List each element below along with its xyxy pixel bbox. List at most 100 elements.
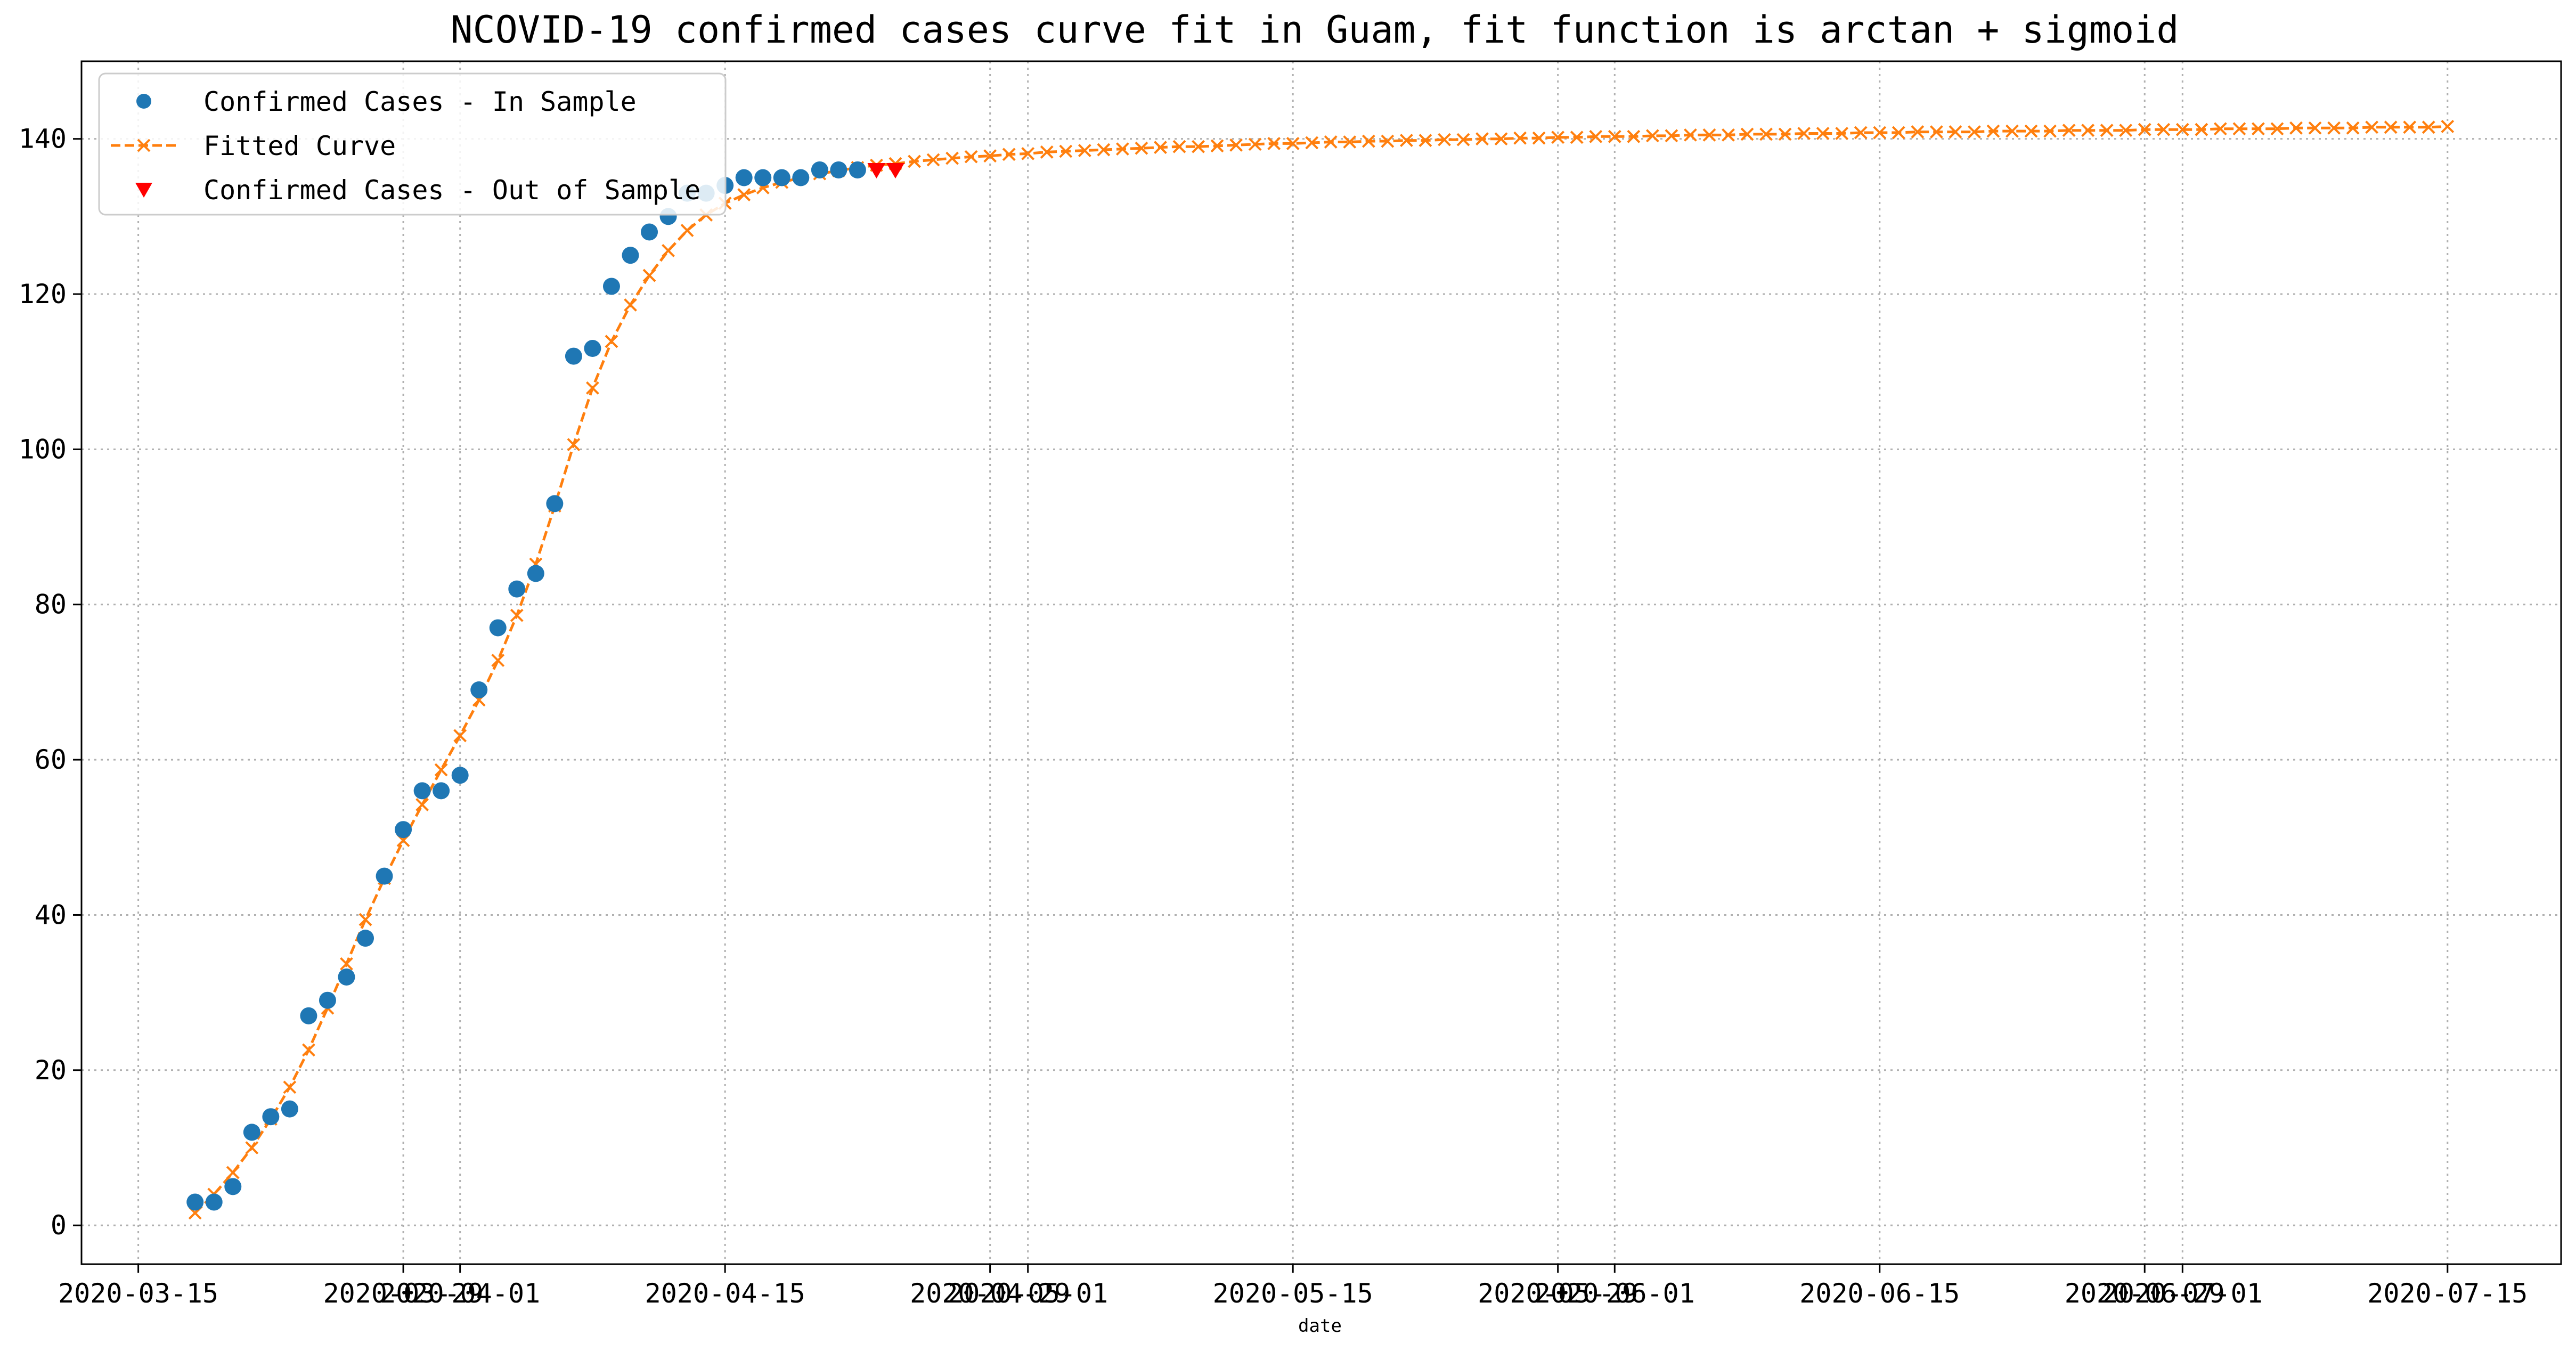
in-sample-point [792, 169, 810, 186]
fitted-curve-marker [2062, 124, 2076, 137]
legend-marker-in-sample [136, 94, 151, 109]
fitted-curve-marker [2081, 124, 2095, 137]
fitted-curve-marker [2327, 121, 2341, 135]
fitted-curve-marker [1778, 127, 1792, 141]
fitted-curve-marker [1059, 144, 1073, 158]
fitted-curve-marker [1816, 127, 1830, 140]
fitted-curve-marker [1248, 137, 1262, 151]
fitted-curve-line [194, 125, 2448, 1214]
fitted-curve-marker [283, 1080, 297, 1094]
y-tick-label: 60 [35, 744, 67, 775]
fitted-curve-marker [1627, 129, 1641, 143]
fitted-curve-marker [908, 154, 921, 168]
fitted-curve-marker [1135, 141, 1148, 155]
fitted-curve-marker [1929, 125, 1943, 139]
fitted-curve-marker [2365, 120, 2379, 134]
fitted-curve-marker [1381, 134, 1395, 148]
in-sample-points [186, 161, 866, 1211]
x-tick-label: 2020-04-15 [645, 1278, 805, 1309]
fitted-curve-marker [1854, 126, 1868, 140]
in-sample-point [319, 991, 336, 1009]
fitted-curve-marker [1343, 135, 1357, 149]
fitted-curve-marker [737, 188, 751, 201]
fitted-curve-marker [358, 913, 372, 926]
x-axis-label: date [1298, 1315, 1342, 1337]
fitted-curve-marker [1097, 143, 1111, 157]
fitted-curve-marker [1892, 126, 1905, 140]
fitted-curve-marker [1456, 133, 1470, 147]
x-tick-label: 2020-03-29 [323, 1278, 484, 1309]
fitted-curve-marker [926, 153, 940, 167]
fitted-curve-marker [1154, 141, 1167, 154]
fitted-curve-marker [1665, 129, 1678, 143]
fitted-curve-marker [964, 150, 978, 164]
fitted-curve-marker [1172, 140, 1186, 153]
fitted-curve-marker [2024, 124, 2038, 138]
fitted-curve-marker [1873, 126, 1887, 140]
fitted-curve-marker [2441, 119, 2455, 133]
fitted-curve-marker [1305, 136, 1319, 150]
x-tick-label: 2020-05-01 [948, 1278, 1108, 1309]
fitted-curve-marker [1968, 125, 1981, 139]
legend-label-fitted: Fitted Curve [203, 131, 396, 161]
fitted-curve-marker [1286, 137, 1300, 150]
fitted-curve-marker [1911, 125, 1925, 139]
in-sample-point [224, 1178, 242, 1195]
fitted-curve-marker [1362, 134, 1375, 148]
fitted-curve-marker [1835, 127, 1849, 140]
fitted-curve-marker [2138, 123, 2151, 136]
fitted-curve-marker [1438, 133, 1451, 147]
fitted-curve-marker [1115, 142, 1129, 156]
y-tick-label: 120 [19, 279, 67, 310]
x-tick-label: 2020-04-29 [910, 1278, 1070, 1309]
x-tick-label: 2020-03-15 [58, 1278, 218, 1309]
y-tick-label: 100 [19, 434, 67, 465]
fitted-curve-marker [301, 1043, 315, 1057]
y-tick-label: 0 [51, 1210, 67, 1241]
in-sample-point [243, 1124, 260, 1141]
in-sample-point [376, 867, 393, 885]
in-sample-point [508, 580, 526, 598]
fitted-curve-marker [1229, 138, 1243, 152]
fitted-curve-marker [662, 244, 675, 257]
in-sample-point [735, 169, 753, 186]
fitted-curve-marker [1494, 132, 1508, 146]
fitted-curve-marker [1986, 124, 2000, 138]
fitted-curve-marker [1759, 127, 1773, 141]
fitted-curve-marker [2006, 124, 2019, 138]
in-sample-point [641, 223, 658, 241]
legend: Confirmed Cases - In Sample Fitted Curve… [98, 72, 727, 216]
fitted-curve-marker [1532, 131, 1546, 145]
in-sample-point [754, 169, 772, 186]
fitted-curve-marker [2422, 120, 2435, 134]
fitted-curve-marker [2195, 123, 2208, 136]
x-tick-label: 2020-07-15 [2367, 1278, 2528, 1309]
in-sample-point [602, 278, 620, 295]
fitted-curve-marker [245, 1141, 259, 1154]
fitted-curve-marker [2384, 120, 2398, 134]
fitted-curve-marker [1589, 129, 1603, 143]
legend-box [98, 72, 727, 216]
in-sample-point [811, 161, 828, 178]
fitted-curve-marker [453, 729, 467, 743]
fitted-curve-marker [1684, 128, 1697, 142]
out-of-sample-points [867, 162, 904, 178]
fitted-curve-marker [1570, 131, 1584, 144]
legend-marker-out-of-sample [135, 183, 152, 198]
in-sample-point [489, 619, 507, 637]
out-of-sample-point [886, 162, 904, 178]
x-tick-label: 2020-06-01 [1535, 1278, 1695, 1309]
fitted-curve-marker [1551, 131, 1565, 144]
fitted-curve-marker [1021, 147, 1035, 160]
fitted-curve-marker [567, 438, 581, 452]
in-sample-point [527, 565, 544, 582]
fitted-curve-marker [2043, 124, 2057, 138]
in-sample-point [413, 782, 431, 800]
fitted-curve-marker [2157, 123, 2171, 136]
fitted-curve-marker [2403, 120, 2417, 134]
in-sample-point [281, 1100, 298, 1118]
in-sample-point [830, 161, 847, 178]
fitted-curve-marker [1040, 145, 1054, 159]
